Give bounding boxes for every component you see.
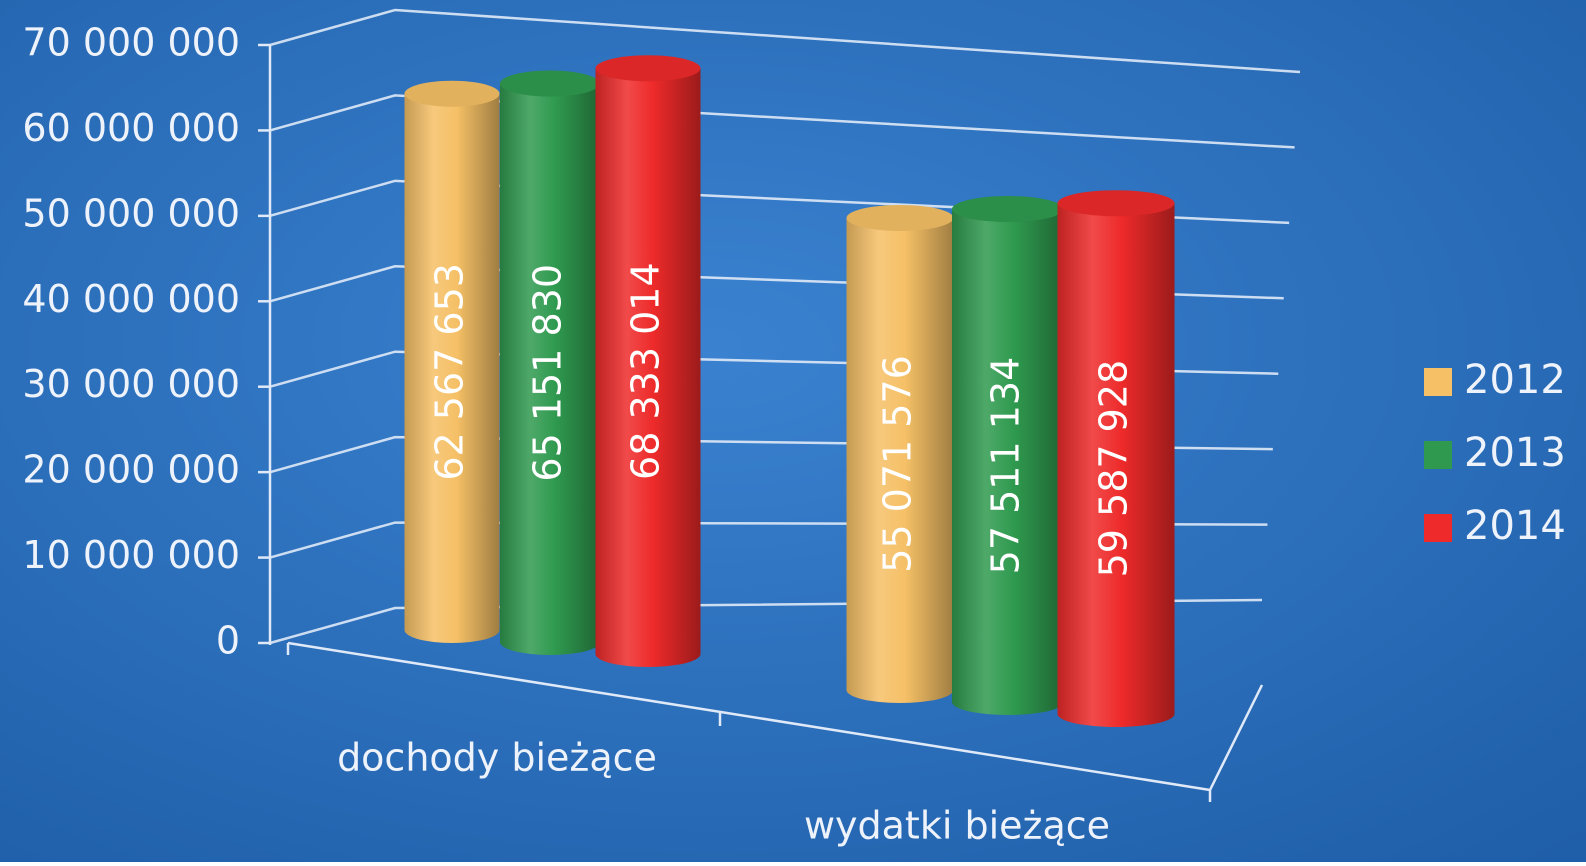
value-label: 57 511 134 xyxy=(984,357,1028,575)
grid-line xyxy=(269,8,1301,74)
bar-body xyxy=(595,68,701,667)
grid-line xyxy=(269,94,1295,149)
legend-label: 2013 xyxy=(1464,430,1566,476)
x-tick-label: wydatki bieżące xyxy=(804,804,1110,848)
y-tick-label: 40 000 000 xyxy=(22,277,240,321)
y-tick-label: 30 000 000 xyxy=(22,362,240,406)
bar-body xyxy=(1057,203,1175,728)
value-label: 68 333 014 xyxy=(624,262,668,480)
value-label: 59 587 928 xyxy=(1092,360,1136,578)
legend-swatch xyxy=(1424,441,1452,469)
legend-label: 2014 xyxy=(1464,503,1566,549)
bar-top xyxy=(500,70,600,97)
y-tick-label: 20 000 000 xyxy=(22,448,240,492)
bar: 62 567 653 xyxy=(404,80,500,644)
bar: 57 511 134 xyxy=(952,196,1064,715)
y-tick-label: 10 000 000 xyxy=(22,533,240,577)
bar-top xyxy=(846,204,954,231)
bar-body xyxy=(500,83,600,656)
y-tick-label: 60 000 000 xyxy=(22,106,240,150)
legend-label: 2012 xyxy=(1464,357,1566,403)
y-tick-label: 70 000 000 xyxy=(22,21,240,65)
bar: 59 587 928 xyxy=(1057,190,1175,728)
bar-top xyxy=(952,196,1064,223)
bar: 68 333 014 xyxy=(595,55,701,667)
y-tick-label: 50 000 000 xyxy=(22,191,240,235)
axes-frame xyxy=(268,45,1264,802)
legend-swatch xyxy=(1424,368,1452,396)
x-tick-label: dochody bieżące xyxy=(337,736,657,780)
bar-top xyxy=(595,55,701,82)
value-label: 65 151 830 xyxy=(526,264,570,482)
bar-top xyxy=(1057,190,1175,217)
bar-body xyxy=(952,209,1064,715)
y-tick-label: 0 xyxy=(216,619,240,663)
bar-body xyxy=(846,217,954,703)
bar-body xyxy=(404,93,500,644)
value-label: 62 567 653 xyxy=(428,263,472,481)
legend-swatch xyxy=(1424,514,1452,542)
value-label: 55 071 576 xyxy=(876,355,920,573)
bar: 55 071 576 xyxy=(846,204,954,703)
bar: 65 151 830 xyxy=(500,70,600,656)
bar-top xyxy=(404,80,500,107)
